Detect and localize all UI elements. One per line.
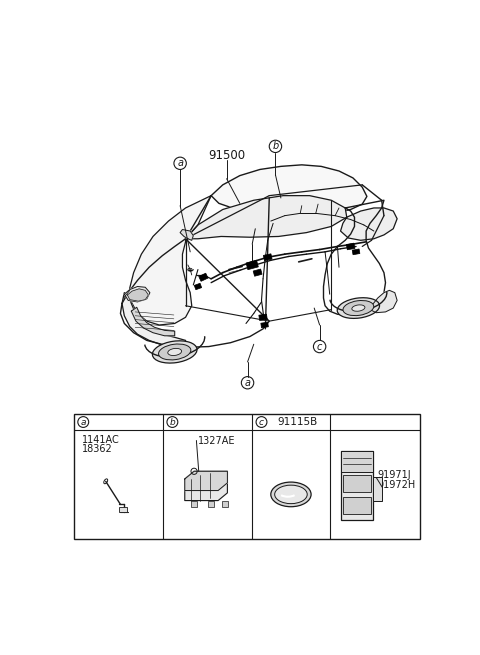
- Polygon shape: [186, 196, 347, 239]
- Polygon shape: [185, 472, 228, 491]
- Text: 91971J: 91971J: [378, 470, 411, 480]
- Bar: [191, 500, 197, 507]
- Text: b: b: [272, 141, 278, 151]
- Ellipse shape: [271, 482, 311, 507]
- Circle shape: [78, 417, 89, 428]
- Circle shape: [269, 140, 282, 153]
- Polygon shape: [180, 229, 193, 240]
- Bar: [261, 322, 268, 328]
- Polygon shape: [370, 290, 397, 312]
- Ellipse shape: [343, 301, 374, 316]
- Text: 91972H: 91972H: [378, 480, 416, 490]
- Bar: [208, 500, 214, 507]
- Circle shape: [174, 157, 186, 170]
- Text: a: a: [244, 378, 251, 388]
- Circle shape: [256, 417, 267, 428]
- Ellipse shape: [352, 305, 365, 311]
- Text: 91500: 91500: [208, 149, 245, 162]
- Text: b: b: [169, 417, 175, 426]
- Bar: [343, 496, 371, 514]
- Text: 1327AE: 1327AE: [198, 436, 236, 445]
- Polygon shape: [185, 472, 228, 500]
- Bar: [340, 451, 373, 472]
- Bar: [264, 253, 272, 261]
- Bar: [373, 477, 383, 500]
- Bar: [340, 451, 373, 520]
- Ellipse shape: [337, 298, 380, 318]
- Bar: [222, 500, 228, 507]
- Bar: [199, 273, 208, 282]
- Bar: [119, 508, 127, 512]
- Polygon shape: [132, 307, 175, 336]
- Polygon shape: [127, 289, 148, 301]
- Ellipse shape: [158, 344, 191, 360]
- Bar: [347, 243, 355, 250]
- Polygon shape: [211, 165, 367, 215]
- Bar: [194, 283, 202, 290]
- Text: c: c: [259, 417, 264, 426]
- Bar: [259, 314, 267, 320]
- Ellipse shape: [275, 485, 307, 504]
- Bar: [352, 249, 360, 255]
- Polygon shape: [122, 293, 186, 347]
- Text: 1141AC: 1141AC: [82, 435, 120, 445]
- Circle shape: [167, 417, 178, 428]
- Text: 91115B: 91115B: [277, 417, 317, 427]
- Text: c: c: [317, 341, 322, 352]
- Circle shape: [241, 377, 254, 389]
- Text: a: a: [81, 417, 86, 426]
- Polygon shape: [130, 196, 211, 325]
- Bar: [246, 260, 258, 270]
- Bar: [74, 413, 420, 539]
- Circle shape: [313, 341, 326, 353]
- Ellipse shape: [168, 348, 181, 356]
- Bar: [343, 475, 371, 492]
- Text: 18362: 18362: [82, 444, 112, 454]
- Text: a: a: [177, 159, 183, 168]
- Polygon shape: [124, 286, 150, 302]
- Ellipse shape: [152, 341, 197, 363]
- Polygon shape: [340, 208, 397, 240]
- Bar: [253, 269, 262, 276]
